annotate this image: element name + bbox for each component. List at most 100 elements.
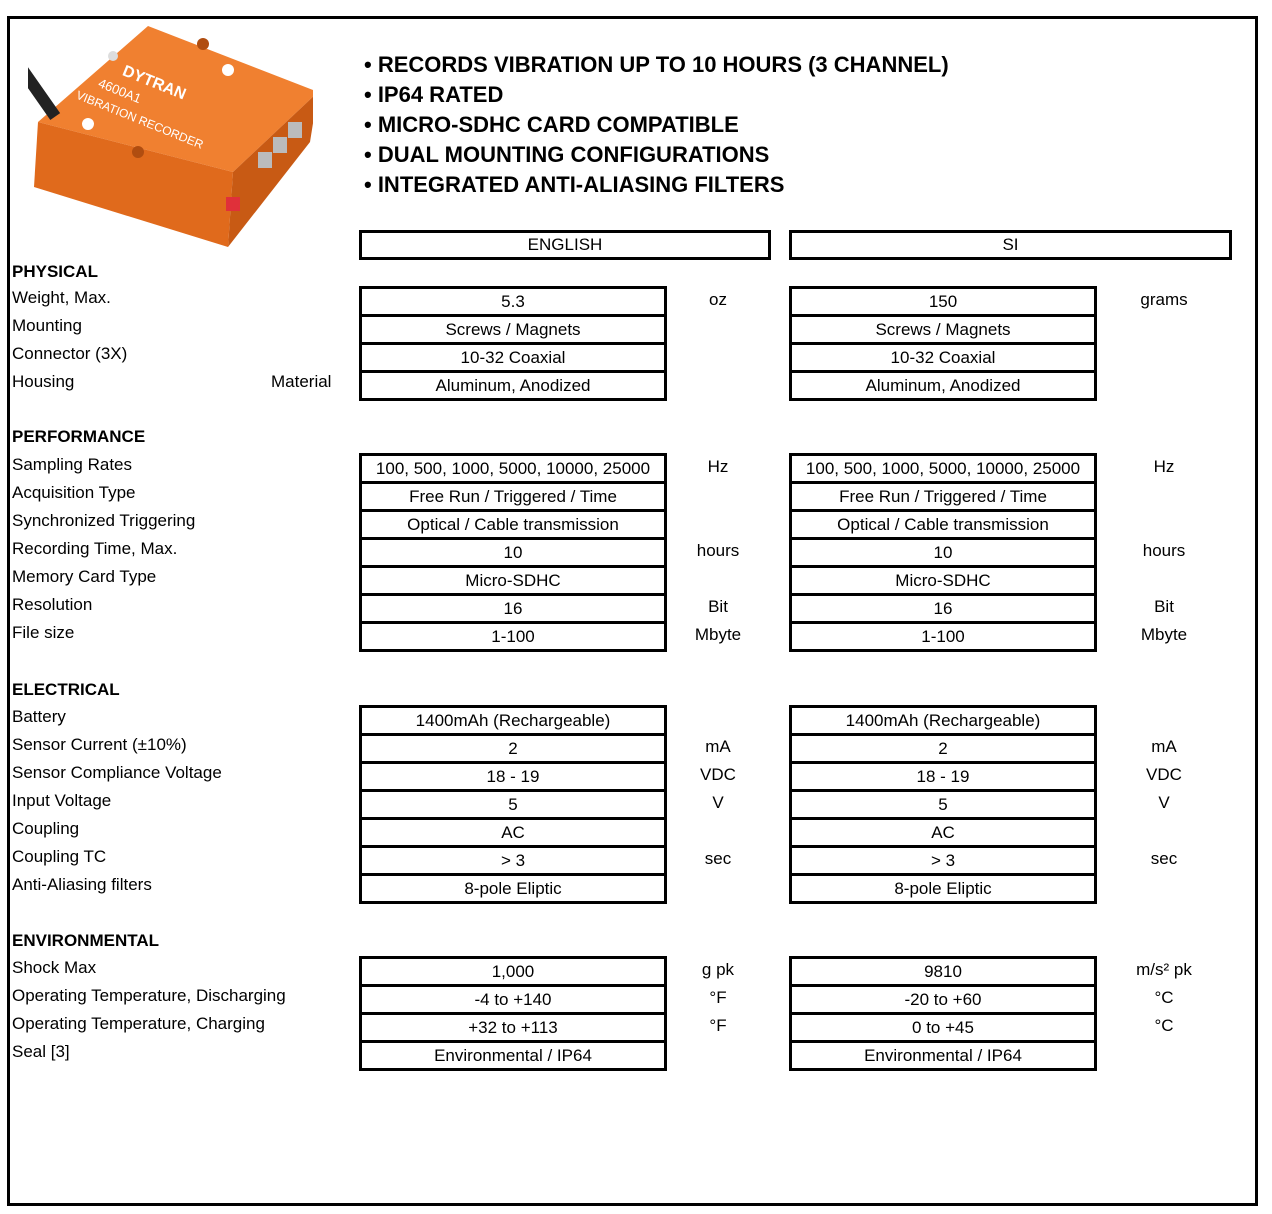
spec-label: File size: [12, 623, 75, 642]
spec-label: Anti-Aliasing filters: [12, 875, 152, 894]
spec-label: Coupling: [12, 819, 80, 838]
english-value: 18 - 19: [362, 764, 664, 792]
english-value: 5.3: [362, 289, 664, 317]
english-header: ENGLISH: [359, 230, 771, 260]
english-value: 100, 500, 1000, 5000, 10000, 25000: [362, 456, 664, 484]
spec-label: Memory Card Type: [12, 567, 157, 586]
english-value: 1-100: [491, 627, 535, 646]
si-value: 16: [792, 596, 1094, 624]
english-unit: Bit: [708, 597, 728, 616]
si-value: -20 to +60: [792, 987, 1094, 1015]
spec-label: Acquisition Type: [12, 483, 136, 502]
english-value: Environmental / IP64: [434, 1046, 592, 1065]
si-value: 5: [792, 792, 1094, 820]
bullet: • INTEGRATED ANTI-ALIASING FILTERS: [364, 172, 785, 197]
english-value: 16: [362, 596, 664, 624]
si-values-group: 150 Screws / Magnets 10-32 Coaxial Aluminum…: [789, 286, 1097, 401]
bullet: • IP64 RATED: [364, 82, 504, 107]
spec-label: Operating Temperature, Discharging: [12, 986, 286, 1005]
english-value: 10-32 Coaxial: [362, 345, 664, 373]
english-value: 10: [362, 540, 664, 568]
spec-label: Housing: [12, 372, 75, 391]
si-unit: Hz: [1153, 457, 1175, 476]
spec-label: Sampling Rates: [12, 455, 133, 474]
english-value: Screws / Magnets: [362, 317, 664, 345]
spec-label: Coupling TC: [12, 847, 107, 866]
si-value: 10-32 Coaxial: [792, 345, 1094, 373]
section-title: ELECTRICAL: [12, 680, 120, 699]
si-value: 150: [792, 289, 1094, 317]
si-unit: °C: [1154, 988, 1174, 1007]
spec-label: Weight, Max.: [12, 288, 111, 307]
english-value: Aluminum, Anodized: [435, 376, 591, 395]
si-value: 0 to +45: [792, 1015, 1094, 1043]
english-unit: hours: [696, 541, 740, 560]
english-unit: Mbyte: [694, 625, 742, 644]
english-value: Optical / Cable transmission: [362, 512, 664, 540]
si-unit: Bit: [1154, 597, 1174, 616]
section-title: PERFORMANCE: [12, 427, 146, 446]
product-image: DYTRAN 4600A1 VIBRATION RECORDER: [28, 26, 313, 247]
spec-label: Shock Max: [12, 958, 97, 977]
si-value: Micro-SDHC: [792, 568, 1094, 596]
si-value: Aluminum, Anodized: [865, 376, 1021, 395]
si-value: 9810: [792, 959, 1094, 987]
english-value: +32 to +113: [362, 1015, 664, 1043]
english-unit: VDC: [700, 765, 736, 784]
si-unit: m/s² pk: [1136, 960, 1192, 979]
si-value: AC: [792, 820, 1094, 848]
si-value: 8-pole Eliptic: [894, 879, 992, 898]
si-values-group: 100, 500, 1000, 5000, 10000, 25000 Free R…: [789, 453, 1097, 652]
spec-label: Sensor Compliance Voltage: [12, 763, 222, 782]
si-unit: hours: [1142, 541, 1186, 560]
bullet: • DUAL MOUNTING CONFIGURATIONS: [364, 142, 770, 167]
spec-label: Connector (3X): [12, 344, 128, 363]
si-value: Optical / Cable transmission: [792, 512, 1094, 540]
si-value: 2: [792, 736, 1094, 764]
section-title: PHYSICAL: [12, 262, 98, 281]
english-unit: oz: [709, 290, 727, 309]
english-values-group: 5.3 Screws / Magnets 10-32 Coaxial Aluminum…: [359, 286, 667, 401]
si-unit: mA: [1151, 737, 1177, 756]
english-value: 8-pole Eliptic: [464, 879, 562, 898]
spec-label: Recording Time, Max.: [12, 539, 178, 558]
page-frame: [7, 16, 1258, 1206]
english-value: -4 to +140: [362, 987, 664, 1015]
english-unit: °F: [709, 988, 727, 1007]
english-value: 2: [362, 736, 664, 764]
english-values-group: 1400mAh (Rechargeable) 2 18 - 19 5 AC > 3 8-po…: [359, 705, 667, 904]
bullet: • RECORDS VIBRATION UP TO 10 HOURS (3 CH…: [364, 52, 949, 77]
si-value: > 3: [792, 848, 1094, 876]
feature-bullets: • RECORDS VIBRATION UP TO 10 HOURS (3 CH…: [364, 50, 949, 200]
si-unit: VDC: [1146, 765, 1182, 784]
si-value: Free Run / Triggered / Time: [792, 484, 1094, 512]
spec-label: Seal [3]: [12, 1042, 70, 1061]
si-unit: sec: [1150, 849, 1178, 868]
spec-label: Mounting: [12, 316, 82, 335]
spec-label: Sensor Current (±10%): [12, 735, 187, 754]
si-header: SI: [789, 230, 1232, 260]
english-unit: g pk: [701, 960, 735, 979]
spec-label: Operating Temperature, Charging: [12, 1014, 265, 1033]
si-values-group: 9810 -20 to +60 0 to +45 Environmental / IP…: [789, 956, 1097, 1071]
english-values-group: 100, 500, 1000, 5000, 10000, 25000 Free R…: [359, 453, 667, 652]
english-value: 1,000: [362, 959, 664, 987]
si-value: 10: [792, 540, 1094, 568]
si-unit: V: [1158, 793, 1170, 812]
english-unit: mA: [705, 737, 731, 756]
si-value: 1-100: [921, 627, 965, 646]
english-value: Micro-SDHC: [362, 568, 664, 596]
english-value: Free Run / Triggered / Time: [362, 484, 664, 512]
english-unit: V: [712, 793, 724, 812]
english-value: 5: [362, 792, 664, 820]
spec-label: Resolution: [12, 595, 93, 614]
english-value: AC: [362, 820, 664, 848]
si-unit: Mbyte: [1140, 625, 1188, 644]
spec-label: Input Voltage: [12, 791, 112, 810]
si-unit: grams: [1140, 290, 1188, 309]
spec-label: Synchronized Triggering: [12, 511, 196, 530]
english-unit: sec: [704, 849, 732, 868]
english-value: 1400mAh (Rechargeable): [362, 708, 664, 736]
bullet: • MICRO-SDHC CARD COMPATIBLE: [364, 112, 739, 137]
si-value: 100, 500, 1000, 5000, 10000, 25000: [792, 456, 1094, 484]
